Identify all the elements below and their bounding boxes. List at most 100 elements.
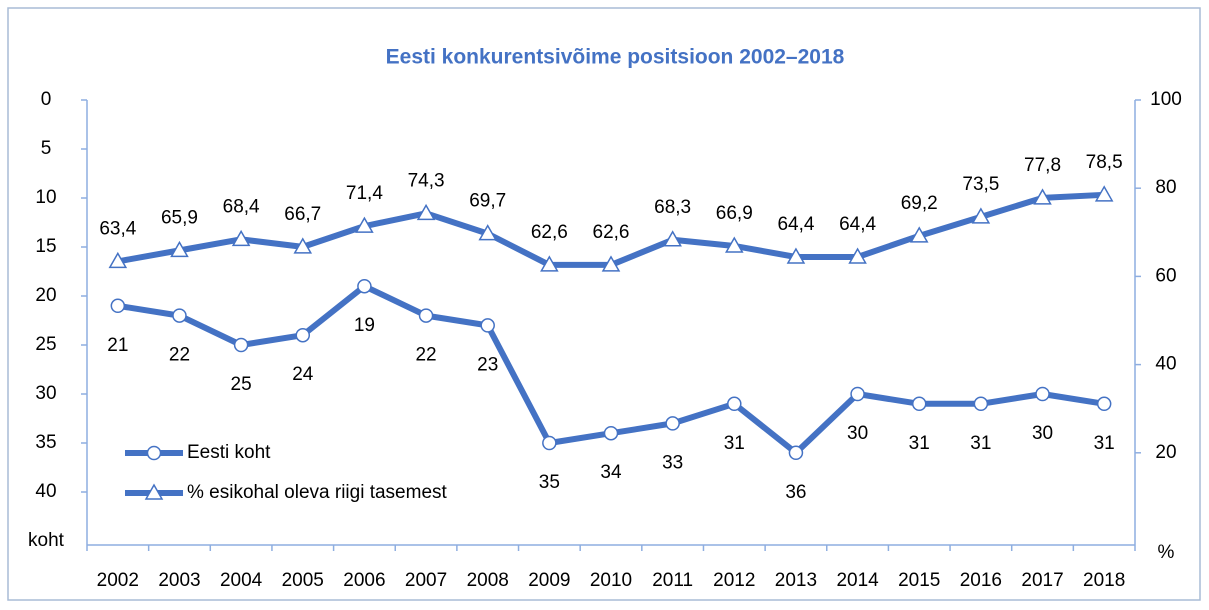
marker <box>231 229 251 247</box>
marker <box>355 216 374 233</box>
data-label: 34 <box>600 462 622 483</box>
data-label: 31 <box>724 433 745 454</box>
data-label: 19 <box>354 315 375 336</box>
x-tick-label: 2011 <box>652 570 693 591</box>
marker <box>1094 185 1114 202</box>
marker <box>727 396 742 412</box>
marker <box>665 416 680 431</box>
y-tick-label: 30 <box>35 383 56 404</box>
y-tick-label: 20 <box>35 285 56 306</box>
marker <box>1035 386 1050 402</box>
marker <box>480 318 495 333</box>
x-tick-label: 2012 <box>713 570 755 591</box>
marker <box>1033 188 1052 205</box>
data-label: 66,9 <box>716 203 753 224</box>
x-tick-label: 2018 <box>1083 570 1125 591</box>
legend-label: % esikohal oleva riigi tasemest <box>187 482 448 503</box>
x-tick-label: 2006 <box>343 570 385 591</box>
marker <box>357 278 372 294</box>
data-label: 62,6 <box>531 222 568 243</box>
marker <box>172 308 187 323</box>
marker <box>911 396 927 412</box>
y-tick-label: 35 <box>35 432 56 453</box>
y2-tick-label: 80 <box>1155 177 1176 198</box>
data-label: 23 <box>477 354 498 375</box>
y2-tick-label: 60 <box>1155 265 1176 286</box>
data-label: 30 <box>1032 423 1053 444</box>
marker <box>909 226 929 243</box>
data-label: 77,8 <box>1024 155 1061 176</box>
data-label: 69,2 <box>901 193 938 214</box>
data-label: 78,5 <box>1086 152 1123 173</box>
y-tick-label: 25 <box>35 334 56 355</box>
y-axis-label: koht <box>28 530 65 551</box>
legend-label: Eesti koht <box>187 442 271 463</box>
data-label: 62,6 <box>593 222 630 243</box>
x-tick-label: 2003 <box>158 570 200 591</box>
x-tick-label: 2009 <box>528 570 570 591</box>
marker <box>478 224 497 241</box>
marker <box>295 327 311 343</box>
x-tick-label: 2015 <box>898 570 940 591</box>
x-tick-label: 2017 <box>1021 570 1063 591</box>
data-label: 30 <box>847 423 868 444</box>
marker <box>850 386 865 402</box>
data-label: 35 <box>539 472 560 493</box>
data-label: 73,5 <box>962 174 999 195</box>
marker <box>416 203 436 221</box>
marker <box>971 207 991 224</box>
y-tick-label: 5 <box>41 138 52 159</box>
data-label: 68,4 <box>223 196 260 217</box>
data-label: 24 <box>292 364 314 385</box>
y2-tick-label: 40 <box>1155 354 1176 375</box>
marker <box>110 298 126 314</box>
marker <box>663 230 682 247</box>
data-label: 69,7 <box>469 191 506 212</box>
x-tick-label: 2008 <box>467 570 509 591</box>
x-tick-label: 2013 <box>775 570 817 591</box>
legend-marker <box>146 445 162 461</box>
data-label: 66,7 <box>284 204 321 225</box>
marker <box>601 255 621 272</box>
marker <box>233 337 249 353</box>
marker <box>170 240 189 258</box>
data-label: 64,4 <box>839 214 876 235</box>
y-tick-label: 10 <box>35 187 56 208</box>
data-label: 63,4 <box>99 218 136 239</box>
marker <box>786 247 806 264</box>
data-label: 31 <box>970 433 991 454</box>
marker <box>293 237 313 254</box>
y-tick-label: 40 <box>35 481 56 502</box>
marker <box>540 255 559 272</box>
data-label: 21 <box>107 335 128 356</box>
marker <box>848 247 867 264</box>
x-tick-label: 2004 <box>220 570 263 591</box>
marker <box>725 236 744 253</box>
chart-title: Eesti konkurentsivõime positsioon 2002–2… <box>386 46 845 69</box>
y2-tick-label: 100 <box>1150 89 1182 110</box>
x-tick-label: 2016 <box>960 570 1002 591</box>
data-label: 64,4 <box>777 214 814 235</box>
marker <box>542 435 557 451</box>
marker <box>973 396 989 412</box>
marker <box>1096 396 1112 412</box>
data-label: 33 <box>662 452 683 473</box>
chart-frame <box>7 7 1201 601</box>
x-tick-label: 2005 <box>282 570 324 591</box>
x-tick-label: 2010 <box>590 570 632 591</box>
legend-marker <box>144 483 164 500</box>
marker <box>108 251 128 269</box>
y2-axis-label: % <box>1158 542 1175 563</box>
y2-tick-label: 20 <box>1155 442 1176 463</box>
data-label: 71,4 <box>346 183 383 204</box>
marker <box>418 308 434 323</box>
data-label: 22 <box>415 345 436 366</box>
data-label: 65,9 <box>161 207 198 228</box>
y-tick-label: 15 <box>35 236 56 257</box>
x-tick-label: 2007 <box>405 570 447 591</box>
data-label: 68,3 <box>654 197 691 218</box>
y-tick-label: 0 <box>41 89 52 110</box>
data-label: 36 <box>785 482 806 503</box>
data-label: 31 <box>1094 433 1115 454</box>
